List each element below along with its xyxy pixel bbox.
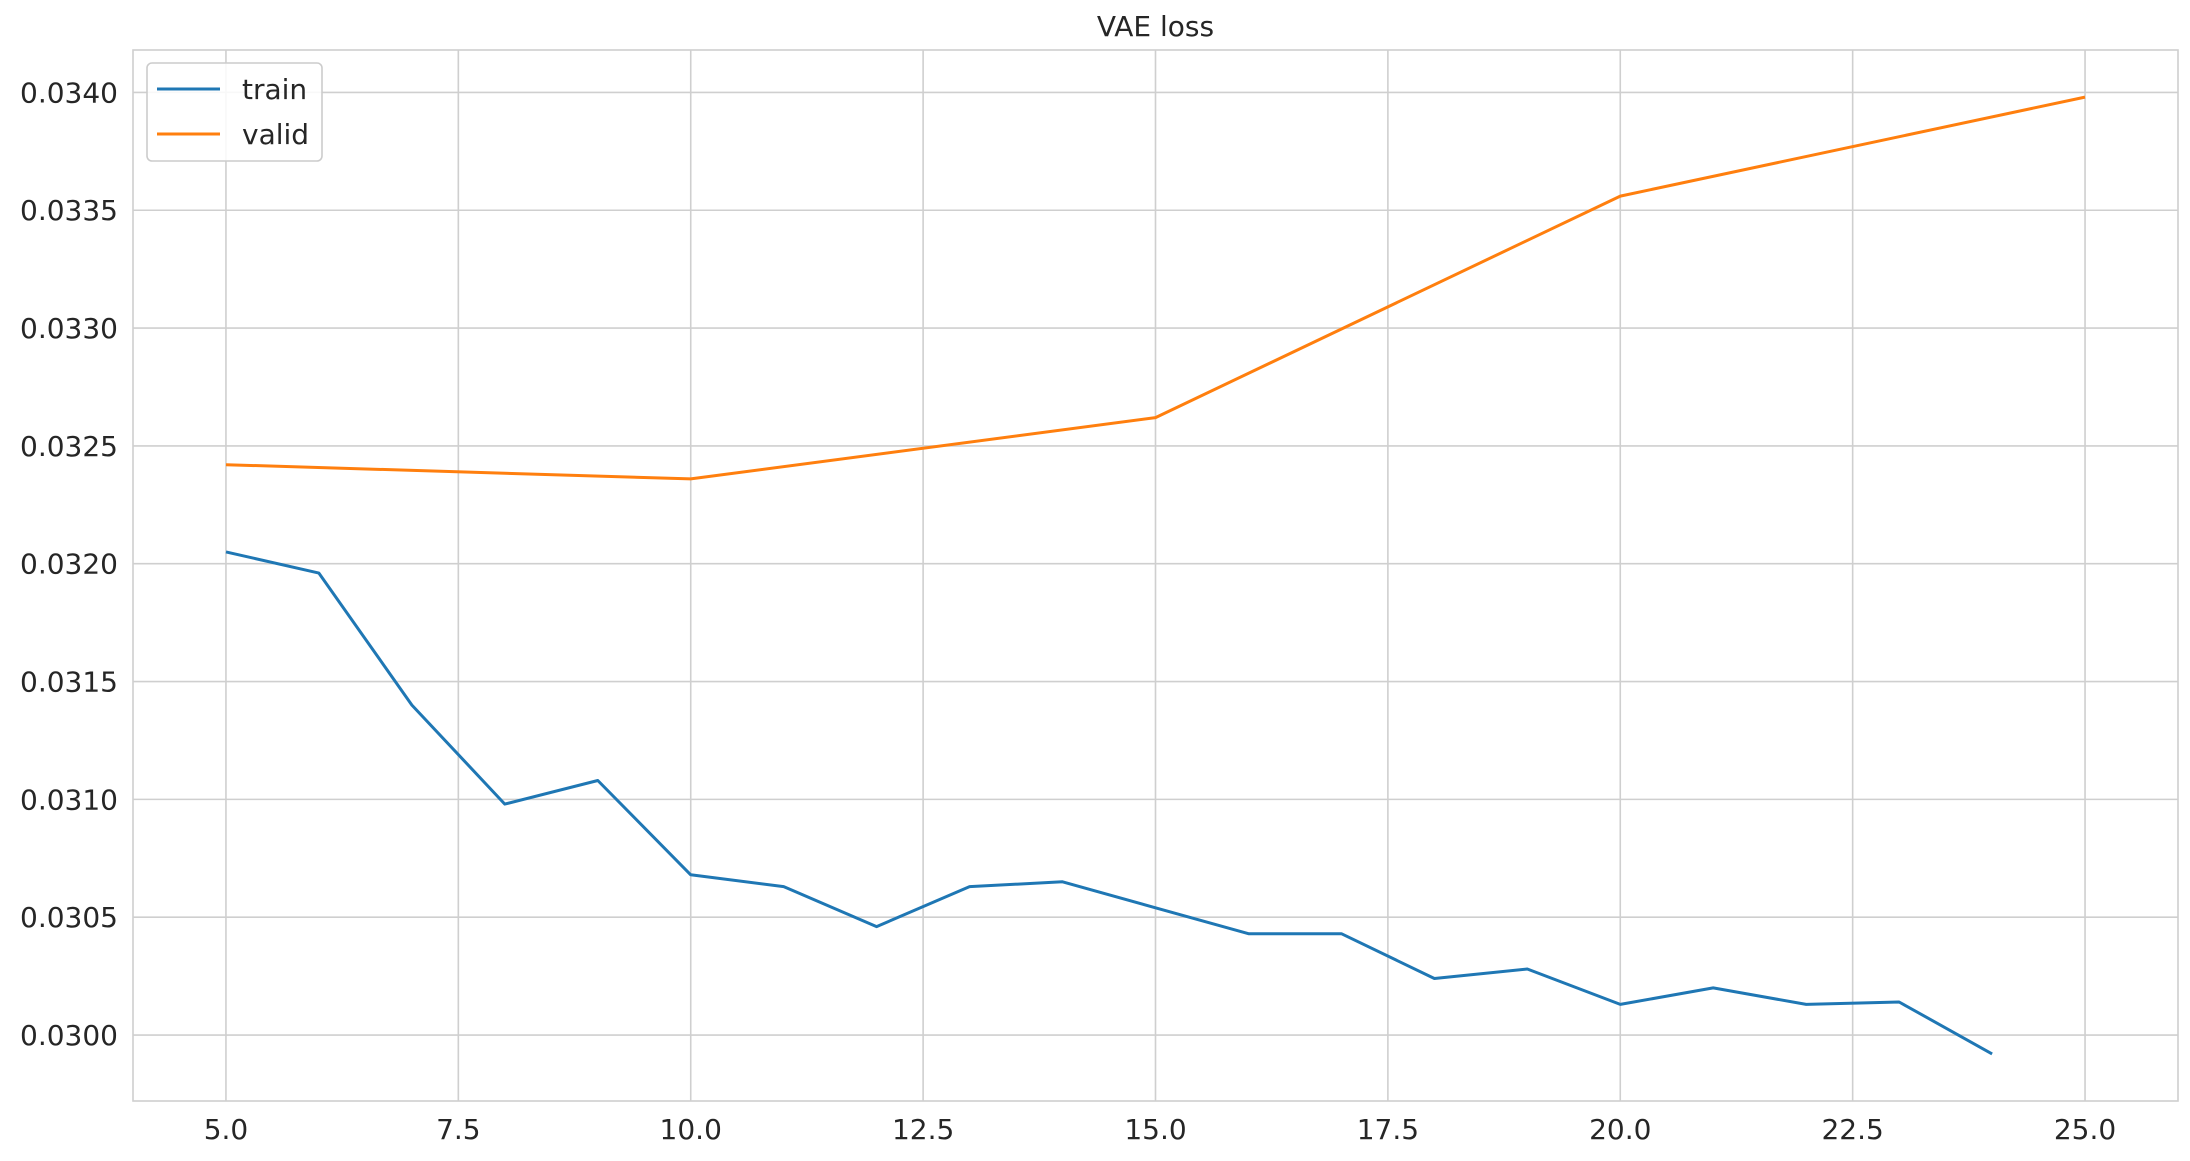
x-tick-label: 17.5 bbox=[1357, 1113, 1419, 1146]
y-tick-label: 0.0325 bbox=[20, 430, 118, 463]
legend-label-train: train bbox=[242, 73, 307, 106]
y-tick-label: 0.0335 bbox=[20, 194, 118, 227]
x-tick-label: 20.0 bbox=[1589, 1113, 1651, 1146]
x-tick-label: 12.5 bbox=[892, 1113, 954, 1146]
series-line-valid bbox=[225, 95, 2086, 481]
series-line-train bbox=[225, 550, 1993, 1056]
x-axis-ticks: 5.0 7.5 10.0 12.5 15.0 17.5 20.0 22.5 25.0 bbox=[204, 1113, 2117, 1146]
legend-label-valid: valid bbox=[242, 118, 309, 151]
y-axis-ticks: 0.0300 0.0305 0.0310 0.0315 0.0320 0.0325 0.03… bbox=[20, 76, 118, 1052]
series-lines bbox=[225, 95, 2086, 1056]
legend-items: train valid bbox=[157, 73, 309, 151]
legend: train valid bbox=[146, 62, 323, 162]
x-tick-label: 15.0 bbox=[1124, 1113, 1186, 1146]
grid-lines bbox=[133, 50, 2178, 1101]
x-tick-label: 5.0 bbox=[204, 1113, 249, 1146]
x-tick-label: 25.0 bbox=[2054, 1113, 2116, 1146]
y-tick-label: 0.0315 bbox=[20, 666, 118, 699]
x-tick-label: 10.0 bbox=[660, 1113, 722, 1146]
y-tick-label: 0.0305 bbox=[20, 901, 118, 934]
x-tick-label: 22.5 bbox=[1821, 1113, 1883, 1146]
x-tick-label: 7.5 bbox=[436, 1113, 481, 1146]
y-tick-label: 0.0330 bbox=[20, 312, 118, 345]
y-tick-label: 0.0310 bbox=[20, 783, 118, 816]
y-tick-label: 0.0340 bbox=[20, 76, 118, 109]
plot-frame bbox=[132, 49, 2179, 1102]
chart-title: VAE loss bbox=[1097, 10, 1214, 43]
y-tick-label: 0.0300 bbox=[20, 1019, 118, 1052]
y-tick-label: 0.0320 bbox=[20, 548, 118, 581]
